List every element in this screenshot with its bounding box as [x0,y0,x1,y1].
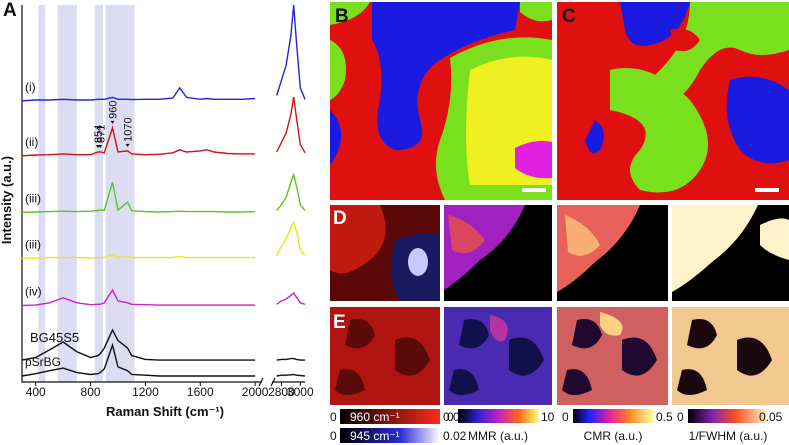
series-label: (iv) [25,284,42,298]
peak-marker [110,120,115,124]
series-label: (iii) [25,237,41,251]
series-label: (ii) [25,135,38,149]
series-label: (iii) [25,191,41,205]
spectrum-line [276,373,306,377]
panel-label: B [335,6,349,27]
map-b: B [330,2,552,200]
highlight-band [57,5,77,382]
spectrum-line [21,288,256,307]
x-tick-label: 2000 [242,385,269,399]
colorbar-min: 0 [330,429,337,443]
spectrum-line [276,357,305,361]
colorbar-label: 945 cm⁻¹ [350,429,400,443]
spectrum-line [21,342,256,377]
peak-marker [98,145,103,149]
series-label: pSrBG [25,355,61,369]
peak-marker [125,143,130,147]
spectrum-line [21,253,256,259]
panel-label: C [562,6,576,27]
x-axis-title: Raman Shift (cm⁻¹) [106,404,224,419]
maps-e: E [330,307,789,405]
colorbar-max: 10 [541,410,555,424]
peak-label: 871 [95,125,107,143]
colorbar-label: MMR (a.u.) [468,429,528,443]
x-tick-label: 1200 [132,385,159,399]
colorbar-min: 0 [677,410,684,424]
spectrum-line [21,125,256,157]
x-tick-label: 3000 [287,385,314,399]
colorbars: 0 960 cm⁻¹ 0.06 0 945 cm⁻¹ 0.02 0 10 MMR… [330,409,783,443]
maps-d: D [330,205,789,301]
x-tick-label: 1600 [187,385,214,399]
peak-label: 854 [93,125,105,143]
peak-label: 1070 [123,117,135,141]
x-tick-label: 2800 [268,385,295,399]
spectrum-line [21,182,256,213]
spectrum-line [276,291,306,305]
spectrum-line [276,4,306,100]
colorbar-min: 0 [447,410,454,424]
colorbar-label: CMR (a.u.) [584,429,643,443]
spectrum-line [21,86,256,102]
colorbar-max: 0.05 [759,410,783,424]
axis-line [21,5,305,383]
highlight-band [94,5,103,382]
spectrum-line [21,328,256,361]
x-tick-label: 800 [81,385,101,399]
highlight-band [38,5,46,382]
colorbar-max: 0.5 [656,410,673,424]
colorbar-label: 960 cm⁻¹ [350,410,400,424]
colorbar-max: 0.02 [443,429,467,443]
spectrum-line [276,96,306,154]
map-c: C [557,2,789,200]
highlight-band [105,5,135,382]
colorbar-min: 0 [562,410,569,424]
series-label: (i) [25,80,36,94]
panel-label: E [333,312,346,333]
axis-break [258,377,276,387]
spectrum-line [276,220,306,257]
x-tick-label: 400 [26,385,46,399]
colorbar-max: 0.06 [443,410,467,424]
y-axis-title: Intensity (a.u.) [0,156,14,244]
colorbar-min: 0 [330,410,337,424]
colorbar-label: 1/FWHM (a.u.) [689,429,768,443]
spectrum-line [276,172,306,211]
panel-label: A [3,0,17,21]
series-label: BG45S5 [30,330,79,345]
peak-label: 960 [108,101,120,119]
panel-label: D [333,208,347,229]
